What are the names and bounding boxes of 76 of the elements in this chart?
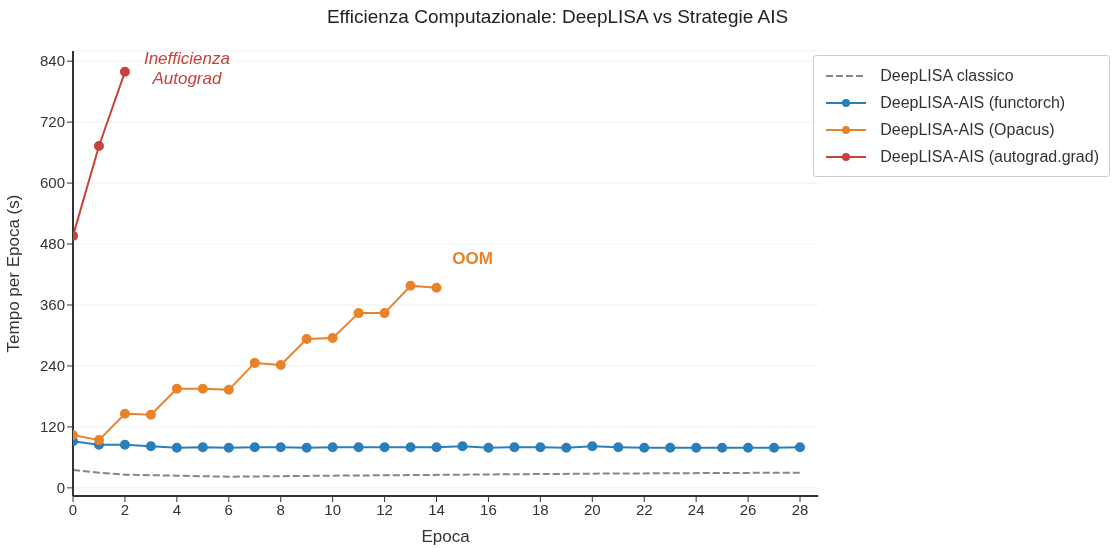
point	[223, 384, 234, 395]
x-tick-label: 4	[172, 500, 182, 518]
legend-label: DeepLISA-AIS (autograd.grad)	[880, 147, 1099, 166]
point	[561, 442, 572, 453]
point	[431, 442, 442, 453]
point	[145, 441, 156, 452]
legend-label: DeepLISA-AIS (Opacus)	[880, 120, 1055, 139]
x-axis-title: Epoca	[421, 527, 471, 546]
x-tick-label: 20	[583, 500, 601, 518]
x-tick-label: 12	[376, 500, 393, 518]
point	[379, 442, 390, 453]
annotation: OOM	[452, 248, 493, 268]
point	[223, 442, 234, 453]
point	[353, 308, 364, 319]
point	[327, 333, 338, 344]
point	[405, 442, 416, 453]
line-series	[73, 469, 802, 478]
point	[301, 442, 312, 453]
legend-label: DeepLISA-AIS (functorch)	[880, 93, 1066, 112]
x-tick-label: 6	[224, 500, 233, 518]
point	[795, 442, 806, 453]
x-tick-label: 28	[791, 500, 809, 518]
point	[119, 439, 130, 450]
x-tick-label: 26	[739, 500, 757, 518]
point	[93, 140, 104, 151]
point	[171, 442, 182, 453]
point	[327, 442, 338, 453]
y-tick-label: 120	[39, 418, 65, 436]
x-tick-label: 16	[480, 500, 497, 518]
point	[171, 383, 182, 394]
point	[301, 334, 312, 345]
x-tick-label: 18	[532, 500, 549, 518]
point	[483, 442, 494, 453]
point	[249, 442, 260, 453]
point	[587, 441, 598, 452]
point	[743, 442, 754, 453]
y-tick-label: 480	[39, 235, 65, 253]
point	[665, 442, 676, 453]
y-tick-label: 840	[39, 52, 65, 70]
point	[275, 442, 286, 453]
x-tick-label: 0	[68, 500, 78, 518]
point	[535, 442, 546, 453]
point	[275, 359, 286, 370]
point	[93, 435, 104, 446]
x-tick-label: 24	[687, 500, 705, 518]
point	[197, 442, 208, 453]
point	[639, 442, 650, 453]
point	[431, 282, 442, 293]
legend-label: DeepLISA classico	[880, 66, 1014, 85]
point	[353, 442, 364, 453]
point	[691, 442, 702, 453]
point	[769, 442, 780, 453]
y-tick-label: 0	[56, 479, 65, 497]
y-axis-title: Tempo per Epoca (s)	[4, 194, 24, 353]
x-tick-label: 22	[635, 500, 653, 518]
point	[405, 280, 416, 291]
point	[379, 308, 390, 319]
point	[613, 442, 624, 453]
annotation: Inefficienza Autograd	[143, 48, 230, 88]
y-tick-label: 720	[39, 113, 65, 131]
point	[457, 441, 468, 452]
chart-title: Efficienza Computazionale: DeepLISA vs Strategie AIS	[325, 6, 790, 28]
point	[119, 408, 130, 419]
point	[119, 66, 130, 77]
y-tick-label: 240	[39, 357, 65, 375]
point	[197, 383, 208, 394]
y-tick-label: 600	[39, 174, 65, 192]
point	[509, 442, 520, 453]
point	[249, 357, 260, 368]
x-tick-label: 14	[428, 500, 445, 518]
point	[145, 409, 156, 420]
x-tick-label: 2	[120, 500, 130, 518]
x-tick-label: 10	[324, 500, 341, 518]
y-tick-label: 360	[39, 296, 65, 314]
x-tick-label: 8	[276, 500, 285, 518]
point	[717, 442, 728, 453]
